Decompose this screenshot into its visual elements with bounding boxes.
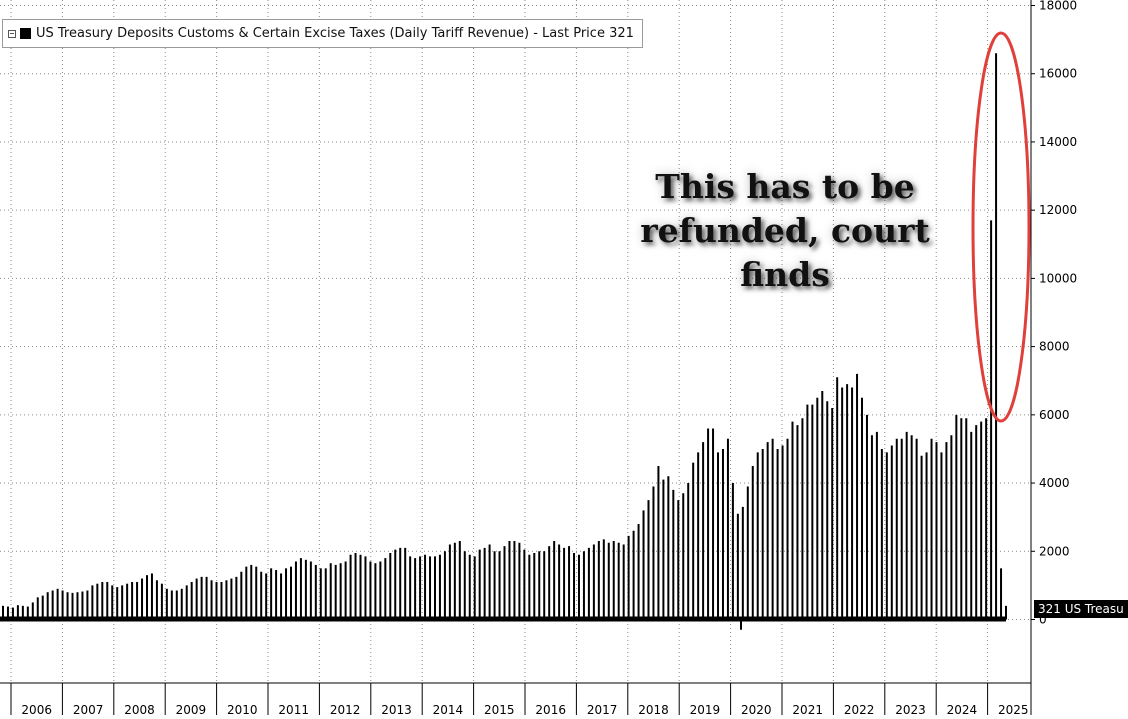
x-tick-label: 2022 <box>844 703 875 715</box>
legend-text: US Treasury Deposits Customs & Certain E… <box>36 26 634 41</box>
baseline-noise <box>0 616 1006 622</box>
y-tick-label: 14000 <box>1039 135 1077 149</box>
expand-box-icon[interactable] <box>8 29 16 38</box>
highlight-ellipse <box>971 31 1031 423</box>
x-tick-label: 2009 <box>176 703 207 715</box>
x-tick-label: 2015 <box>484 703 515 715</box>
x-tick-label: 2017 <box>587 703 618 715</box>
y-tick-label: 12000 <box>1039 203 1077 217</box>
x-tick-label: 2010 <box>227 703 258 715</box>
x-tick-label: 2006 <box>21 703 52 715</box>
y-tick-label: 2000 <box>1039 544 1070 558</box>
y-tick-label: 8000 <box>1039 340 1070 354</box>
x-tick-label: 2007 <box>73 703 104 715</box>
legend[interactable]: US Treasury Deposits Customs & Certain E… <box>2 19 643 48</box>
x-tick-label: 2013 <box>381 703 412 715</box>
y-tick-label: 0 <box>1039 613 1047 627</box>
x-tick-label: 2023 <box>895 703 926 715</box>
x-tick-label: 2014 <box>433 703 464 715</box>
y-tick-label: 10000 <box>1039 271 1077 285</box>
x-tick-label: 2008 <box>124 703 155 715</box>
annotation-line-1: This has to be <box>655 167 915 206</box>
y-tick-label: 18000 <box>1039 0 1077 13</box>
x-tick-label: 2019 <box>690 703 721 715</box>
x-tick-label: 2012 <box>330 703 361 715</box>
x-tick-label: 2024 <box>947 703 978 715</box>
x-tick-label: 2011 <box>278 703 309 715</box>
x-tick-label: 2021 <box>792 703 823 715</box>
x-tick-label: 2025 <box>998 703 1029 715</box>
series-swatch <box>20 28 31 39</box>
x-tick-label: 2018 <box>638 703 669 715</box>
annotation-line-2: refunded, court finds <box>640 211 930 294</box>
x-tick-label: 2020 <box>741 703 772 715</box>
last-price-tag: 321 US Treasu <box>1034 600 1128 618</box>
y-tick-label: 6000 <box>1039 408 1070 422</box>
y-tick-label: 4000 <box>1039 476 1070 490</box>
annotation-text: This has to be refunded, court finds <box>590 165 980 297</box>
x-tick-label: 2016 <box>535 703 566 715</box>
y-tick-label: 16000 <box>1039 67 1077 81</box>
